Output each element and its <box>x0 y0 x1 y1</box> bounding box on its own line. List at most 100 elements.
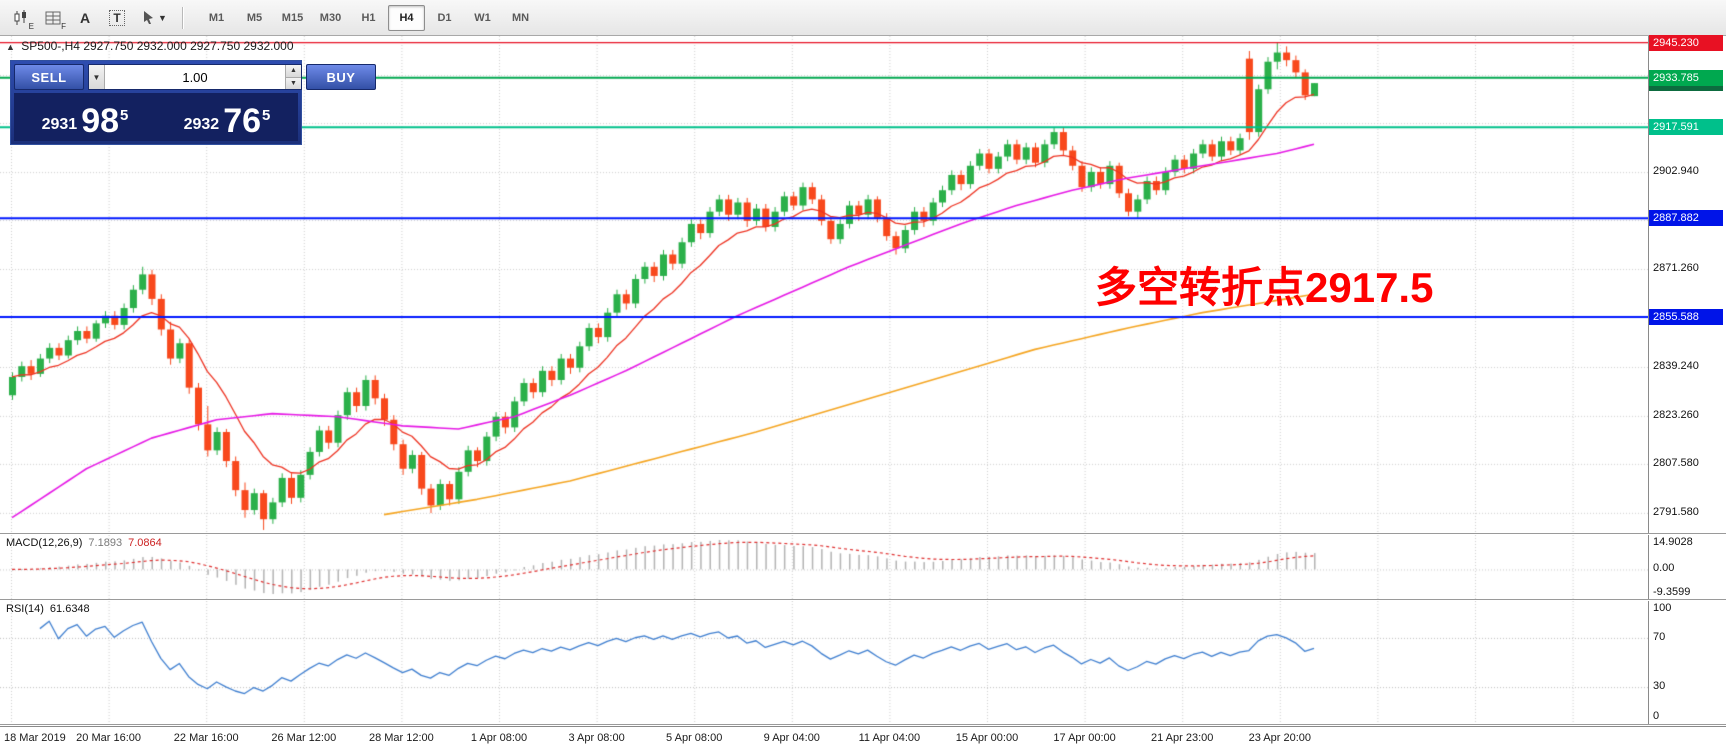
date-axis-label: 17 Apr 00:00 <box>1053 732 1116 744</box>
buy-price-pips: 76 <box>223 102 262 140</box>
date-axis-label: 18 Mar 2019 <box>4 732 66 744</box>
macd-canvas[interactable] <box>0 535 1648 599</box>
candlestick-chart-icon[interactable]: E <box>6 4 36 32</box>
price-axis-label: 2807.580 <box>1653 456 1699 469</box>
price-badge: 2887.882 <box>1649 210 1723 227</box>
date-axis[interactable]: 18 Mar 2019 20 Mar 16:00 22 Mar 16:00 26 Ma… <box>0 726 1726 753</box>
sell-price-frac: 5 <box>120 107 129 124</box>
icon-sub-f: F <box>61 21 66 31</box>
panel-divider <box>0 724 1726 726</box>
price-axis-label: 2823.260 <box>1653 408 1699 421</box>
macd-label: MACD(12,26,9) 7.1893 7.0864 <box>6 537 162 549</box>
macd-plot[interactable]: MACD(12,26,9) 7.1893 7.0864 <box>0 535 1648 599</box>
symbol-marker-icon: ▲ <box>6 42 15 52</box>
rsi-axis[interactable]: 100 70 30 0 <box>1648 601 1726 724</box>
price-axis-label: 2871.260 <box>1653 262 1699 274</box>
volume-decrease-button[interactable]: ▼ <box>286 77 301 89</box>
rsi-axis-label: 0 <box>1653 710 1660 722</box>
chart-symbol-period: SP500-,H4 <box>21 39 80 53</box>
date-axis-label: 5 Apr 08:00 <box>666 732 723 744</box>
date-axis-label: 23 Apr 20:00 <box>1248 732 1311 744</box>
macd-main-value: 7.1893 <box>88 537 123 549</box>
rsi-value: 61.6348 <box>49 603 90 615</box>
text-annotation-icon[interactable]: A <box>70 4 100 32</box>
date-axis-label: 1 Apr 08:00 <box>470 732 528 744</box>
price-badge: 2945.230 <box>1649 35 1723 51</box>
chart-title: ▲ SP500-,H4 2927.750 2932.000 2927.750 2… <box>6 39 294 53</box>
price-axis-label: 2791.580 <box>1653 505 1699 518</box>
letter-t-glyph: T <box>109 9 125 26</box>
price-axis[interactable]: 2902.940 2871.260 2839.240 2823.260 2807.580… <box>1648 35 1726 533</box>
price-axis-label: 2902.940 <box>1653 165 1699 178</box>
chevron-down-icon: ▼ <box>158 12 167 23</box>
rsi-axis-label: 70 <box>1653 630 1666 643</box>
sell-button[interactable]: SELL <box>14 64 84 90</box>
rsi-axis-label: 100 <box>1653 602 1672 614</box>
sell-price[interactable]: 2931 98 5 <box>14 93 156 141</box>
rsi-name: RSI(14) <box>6 603 44 615</box>
candlestick-glyph <box>14 9 26 25</box>
chart-grid-icon[interactable]: F <box>38 4 68 32</box>
timeframe-button-m15[interactable]: M15 <box>281 11 304 24</box>
macd-signal-value: 7.0864 <box>128 537 162 549</box>
buy-price-frac: 5 <box>262 107 271 124</box>
volume-input[interactable] <box>105 65 285 89</box>
rsi-plot[interactable]: RSI(14) 61.6348 <box>0 601 1648 724</box>
chart-ohlc-values: 2927.750 2932.000 2927.750 2932.000 <box>83 39 294 53</box>
date-axis-label: 11 Apr 04:00 <box>858 732 921 744</box>
timeframe-group: M1 M5 M15 M30 H1 H4 D1 W1 MN <box>198 4 540 31</box>
date-axis-label: 20 Mar 16:00 <box>76 732 142 744</box>
macd-name: MACD(12,26,9) <box>6 537 83 549</box>
macd-axis-label: 14.9028 <box>1653 536 1693 548</box>
cursor-glyph <box>144 11 154 24</box>
date-axis-label: 3 Apr 08:00 <box>568 732 625 744</box>
buy-button[interactable]: BUY <box>306 64 376 90</box>
rsi-label: RSI(14) 61.6348 <box>6 603 90 615</box>
main-chart-panel: ▲ SP500-,H4 2927.750 2932.000 2927.750 2… <box>0 35 1726 533</box>
chart-annotation-text: 多空转折点2917.5 <box>1095 264 1434 311</box>
timeframe-button-h4[interactable]: H4 <box>388 4 425 31</box>
text-box-icon[interactable]: T <box>102 4 132 32</box>
date-axis-label: 22 Mar 16:00 <box>173 732 239 744</box>
sell-price-big: 2931 <box>41 116 78 133</box>
price-badge: 2855.588 <box>1649 308 1723 325</box>
timeframe-button-w1[interactable]: W1 <box>474 11 491 24</box>
macd-axis-label: 0.00 <box>1653 562 1675 575</box>
date-axis-label: 21 Apr 23:00 <box>1150 732 1214 744</box>
timeframe-button-m30[interactable]: M30 <box>319 11 342 24</box>
rsi-canvas[interactable] <box>0 601 1648 724</box>
panel-divider[interactable] <box>0 599 1726 601</box>
main-chart-plot[interactable]: ▲ SP500-,H4 2927.750 2932.000 2927.750 2… <box>0 36 1648 533</box>
drawing-tools-icon[interactable]: ▼ <box>134 4 174 32</box>
timeframe-button-mn[interactable]: MN <box>511 11 530 24</box>
timeframe-button-h1[interactable]: H1 <box>361 11 376 24</box>
letter-a-glyph: A <box>79 9 91 26</box>
volume-dropdown-icon[interactable]: ▼ <box>89 65 105 89</box>
panel-divider[interactable] <box>0 533 1726 535</box>
top-toolbar: E F A T ▼ M1 M5 M15 M30 H1 H4 D1 W1 MN <box>0 0 1726 36</box>
price-axis-label: 2839.240 <box>1653 360 1699 372</box>
date-axis-label: 26 Mar 12:00 <box>271 732 337 744</box>
macd-panel: MACD(12,26,9) 7.1893 7.0864 14.9028 0.00 -9.… <box>0 535 1726 599</box>
macd-axis-label: -9.3599 <box>1653 586 1691 598</box>
toolbar-separator <box>182 6 184 29</box>
date-axis-label: 28 Mar 12:00 <box>368 732 434 744</box>
sell-price-pips: 98 <box>81 102 120 140</box>
timeframe-button-m1[interactable]: M1 <box>208 11 225 24</box>
date-axis-label: 9 Apr 04:00 <box>763 732 820 744</box>
price-badge: 2933.785 <box>1649 69 1723 86</box>
date-axis-label: 15 Apr 00:00 <box>955 732 1019 744</box>
timeframe-button-d1[interactable]: D1 <box>437 11 452 24</box>
price-badge: 2917.591 <box>1649 119 1723 136</box>
volume-increase-button[interactable]: ▲ <box>286 65 301 78</box>
grid-glyph <box>45 11 61 24</box>
macd-axis[interactable]: 14.9028 0.00 -9.3599 <box>1648 535 1726 599</box>
rsi-panel: RSI(14) 61.6348 100 70 30 0 <box>0 601 1726 724</box>
timeframe-button-m5[interactable]: M5 <box>246 11 263 24</box>
icon-sub-e: E <box>28 21 34 31</box>
buy-price-big: 2932 <box>183 116 220 133</box>
buy-price[interactable]: 2932 76 5 <box>156 93 298 141</box>
volume-spinner: ▲ ▼ <box>285 65 301 89</box>
volume-field: ▼ ▲ ▼ <box>88 64 302 90</box>
